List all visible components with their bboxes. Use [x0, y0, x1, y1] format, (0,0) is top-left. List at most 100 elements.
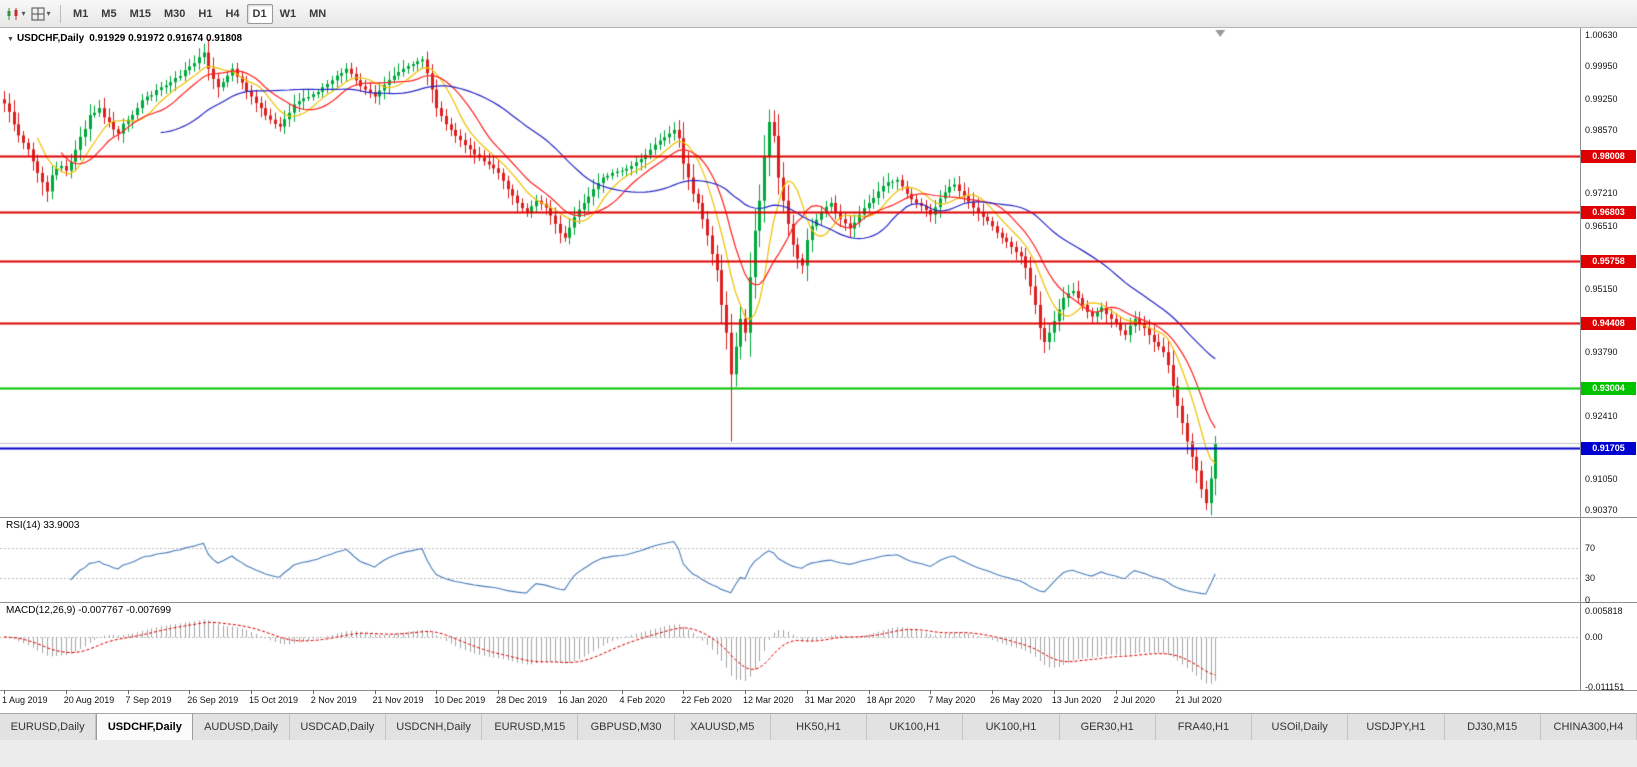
- chart-tab-usoil-daily[interactable]: USOil,Daily: [1252, 714, 1349, 740]
- time-axis-label: 15 Oct 2019: [249, 695, 299, 705]
- timeframe-m15[interactable]: M15: [129, 7, 151, 20]
- time-axis-tick: [189, 690, 191, 694]
- time-axis-label: 13 Jun 2020: [1051, 695, 1102, 705]
- price-level-badge: 0.93004: [1581, 382, 1636, 396]
- price-axis-tick: 0.99250: [1585, 93, 1618, 104]
- chart-tab-xauusd-m5[interactable]: XAUUSD,M5: [674, 714, 771, 740]
- time-axis-tick: [559, 690, 561, 694]
- chart-tab-usdcad-daily[interactable]: USDCAD,Daily: [289, 714, 386, 740]
- timeframe-h1[interactable]: H1: [198, 7, 213, 20]
- chart-tab-fra40-h1[interactable]: FRA40,H1: [1155, 714, 1253, 740]
- panel-separator[interactable]: [0, 602, 1637, 603]
- time-axis-label: 16 Jan 2020: [557, 695, 608, 705]
- price-axis-tick: 0.98570: [1585, 125, 1618, 136]
- chart-tab-uk100-h1[interactable]: UK100,H1: [867, 714, 964, 740]
- timeframe-m30[interactable]: M30: [163, 7, 186, 20]
- time-axis-tick: [1115, 690, 1117, 694]
- time-axis-label: 28 Dec 2019: [496, 695, 548, 705]
- macd-indicator-canvas[interactable]: [0, 603, 1580, 690]
- chart-tab-gbpusd-m30[interactable]: GBPUSD,M30: [578, 714, 675, 740]
- price-axis-border: [1580, 28, 1581, 690]
- templates-icon[interactable]: ▾: [29, 3, 53, 25]
- price-level-badge: 0.94408: [1581, 317, 1636, 331]
- chart-ohlc-values: 0.91929 0.91972 0.91674 0.91808: [89, 33, 243, 44]
- price-axis-tick: 0.90370: [1585, 505, 1618, 516]
- time-axis-tick: [683, 690, 685, 694]
- time-axis-tick: [868, 690, 870, 694]
- timeframe-mn[interactable]: MN: [309, 7, 327, 20]
- time-axis-tick: [4, 690, 5, 694]
- chart-tab-audusd-daily[interactable]: AUDUSD,Daily: [193, 714, 290, 740]
- time-axis-label: 7 Sep 2019: [125, 695, 172, 705]
- time-axis-tick: [498, 690, 499, 694]
- time-axis-tick: [1177, 690, 1179, 694]
- rsi-indicator-canvas[interactable]: [0, 518, 1580, 602]
- price-axis-tick: 0.96510: [1585, 220, 1618, 231]
- time-axis-tick: [992, 690, 993, 694]
- time-axis-tick: [1053, 690, 1055, 694]
- price-axis-tick: 1.00630: [1585, 29, 1618, 40]
- chart-tab-usdcnh-daily[interactable]: USDCNH,Daily: [385, 714, 483, 740]
- price-chart-canvas[interactable]: [0, 28, 1580, 517]
- chart-symbol-label: USDCHF,Daily: [16, 33, 85, 44]
- timeframe-w1[interactable]: W1: [279, 7, 297, 20]
- macd-label: MACD(12,26,9) -0.007767 -0.007699: [6, 605, 172, 616]
- time-axis-tick: [436, 690, 438, 694]
- chart-tab-usdjpy-h1[interactable]: USDJPY,H1: [1348, 714, 1445, 740]
- macd-axis-tick: -0.011151: [1585, 682, 1625, 692]
- timeframe-h4[interactable]: H4: [225, 7, 240, 20]
- chart-tab-china300-h4[interactable]: CHINA300,H4: [1540, 714, 1637, 740]
- chart-tab-usdchf-daily[interactable]: USDCHF,Daily: [96, 714, 194, 740]
- time-axis-label: 22 Feb 2020: [681, 695, 732, 705]
- time-axis-label: 2 Jul 2020: [1113, 695, 1156, 705]
- time-axis-tick: [374, 690, 376, 694]
- bottom-filler: [0, 740, 1637, 767]
- rsi-label: RSI(14) 33.9003: [6, 520, 80, 531]
- chart-tab-eurusd-m15[interactable]: EURUSD,M15: [482, 714, 579, 740]
- chart-title: ▼ USDCHF,Daily 0.91929 0.91972 0.91674 0.9…: [7, 33, 242, 44]
- rsi-axis-tick: 70: [1585, 543, 1596, 554]
- price-axis-tick: 0.95150: [1585, 283, 1618, 294]
- price-axis-tick: 0.91050: [1585, 473, 1618, 484]
- chart-tab-hk50-h1[interactable]: HK50,H1: [770, 714, 868, 740]
- time-axis-tick: [806, 690, 808, 694]
- chart-tab-bar: EURUSD,Daily USDCHF,Daily AUDUSD,Daily USDC…: [0, 713, 1637, 740]
- timeframe-m1[interactable]: M1: [73, 7, 89, 20]
- chart-type-icon[interactable]: ▾: [4, 3, 28, 25]
- time-axis-label: 26 May 2020: [990, 695, 1043, 705]
- time-axis-label: 1 Aug 2019: [2, 695, 48, 705]
- collapse-arrow-icon[interactable]: ▼: [7, 36, 14, 43]
- timeframe-group: M1 M5 M15 M30 H1 H4 D1 W1 MN: [67, 3, 333, 24]
- rsi-axis-tick: 30: [1585, 572, 1596, 583]
- chart-tab-uk100-h1[interactable]: UK100,H1: [963, 714, 1060, 740]
- chart-tab-eurusd-daily[interactable]: EURUSD,Daily: [0, 714, 97, 740]
- time-axis-label: 21 Jul 2020: [1175, 695, 1222, 705]
- time-axis-label: 7 May 2020: [928, 695, 976, 705]
- panel-separator[interactable]: [0, 517, 1637, 518]
- chevron-down-icon: ▾: [46, 9, 51, 18]
- rsi-axis-tick: 0: [1585, 595, 1591, 605]
- time-axis-tick: [930, 690, 932, 694]
- time-axis-label: 12 Mar 2020: [743, 695, 794, 705]
- time-axis-tick: [65, 690, 67, 694]
- macd-axis-tick: 0.005818: [1585, 606, 1623, 616]
- time-axis-tick: [745, 690, 746, 694]
- time-axis-label: 26 Sep 2019: [187, 695, 239, 705]
- chevron-down-icon: ▾: [21, 9, 26, 18]
- time-axis-label: 4 Feb 2020: [619, 695, 666, 705]
- price-axis-tick: 0.99950: [1585, 61, 1618, 72]
- price-axis-tick: 0.93790: [1585, 346, 1618, 357]
- price-level-badge: 0.95758: [1581, 254, 1636, 268]
- chart-tab-dj30-m15[interactable]: DJ30,M15: [1444, 714, 1541, 740]
- toolbar-divider: [60, 4, 61, 23]
- timeframe-m5[interactable]: M5: [101, 7, 117, 20]
- time-axis-label: 31 Mar 2020: [804, 695, 856, 705]
- price-level-badge: 0.91705: [1581, 442, 1636, 456]
- time-axis-tick: [621, 690, 623, 694]
- chart-tab-ger30-h1[interactable]: GER30,H1: [1059, 714, 1156, 740]
- timeframe-d1[interactable]: D1: [246, 3, 273, 24]
- time-axis-border: [0, 690, 1637, 691]
- time-axis-tick: [251, 690, 252, 694]
- time-axis-label: 21 Nov 2019: [372, 695, 424, 705]
